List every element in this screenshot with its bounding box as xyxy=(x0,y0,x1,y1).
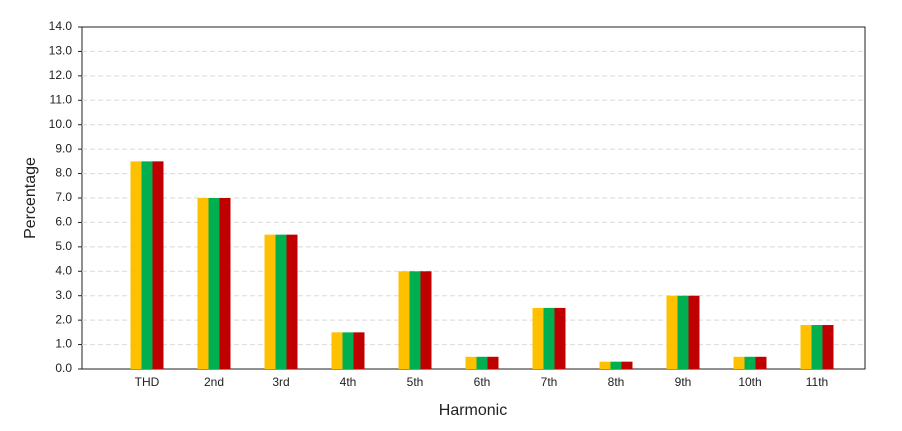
y-tick-label: 0.0 xyxy=(55,361,72,375)
bar xyxy=(476,356,488,369)
y-tick-label: 13.0 xyxy=(49,44,73,58)
bar xyxy=(264,234,276,369)
y-tick-label: 1.0 xyxy=(55,337,72,351)
bar xyxy=(532,307,544,369)
bar xyxy=(744,356,756,369)
bar xyxy=(554,307,566,369)
bar xyxy=(543,307,555,369)
bar xyxy=(219,198,231,369)
bar xyxy=(141,161,153,369)
y-tick-label: 8.0 xyxy=(55,166,72,180)
bar xyxy=(755,356,767,369)
bar xyxy=(286,234,298,369)
y-tick-label: 2.0 xyxy=(55,312,72,326)
bar xyxy=(331,332,343,369)
bar xyxy=(398,271,410,369)
bar xyxy=(409,271,421,369)
y-tick-label: 4.0 xyxy=(55,263,72,277)
x-tick-label: 2nd xyxy=(204,375,224,389)
bar xyxy=(420,271,432,369)
y-tick-label: 7.0 xyxy=(55,190,72,204)
bar xyxy=(130,161,142,369)
bar xyxy=(152,161,164,369)
y-tick-label: 6.0 xyxy=(55,215,72,229)
x-tick-label: 4th xyxy=(340,375,357,389)
bar xyxy=(800,325,812,369)
bar xyxy=(666,295,678,369)
y-tick-label: 9.0 xyxy=(55,141,72,155)
bar xyxy=(208,198,220,369)
x-tick-label: 5th xyxy=(407,375,424,389)
bar xyxy=(465,356,477,369)
bar xyxy=(275,234,287,369)
x-axis-label: Harmonic xyxy=(439,402,507,419)
y-tick-label: 12.0 xyxy=(49,68,73,82)
bar xyxy=(621,361,633,369)
bar xyxy=(733,356,745,369)
bar xyxy=(688,295,700,369)
bar xyxy=(822,325,834,369)
x-tick-label: THD xyxy=(135,375,160,389)
y-axis-label: Percentage xyxy=(22,157,39,239)
bar xyxy=(197,198,209,369)
x-tick-label: 10th xyxy=(738,375,761,389)
x-tick-label: 3rd xyxy=(272,375,289,389)
y-tick-label: 14.0 xyxy=(49,19,73,33)
bar xyxy=(677,295,689,369)
x-tick-label: 6th xyxy=(474,375,491,389)
bar xyxy=(599,361,611,369)
x-tick-label: 8th xyxy=(608,375,625,389)
x-tick-label: 11th xyxy=(806,375,828,389)
x-tick-label: 9th xyxy=(675,375,692,389)
y-tick-label: 5.0 xyxy=(55,239,72,253)
y-tick-label: 10.0 xyxy=(49,117,73,131)
bar xyxy=(811,325,823,369)
y-tick-label: 11.0 xyxy=(50,92,73,106)
y-tick-label: 3.0 xyxy=(55,288,72,302)
bar xyxy=(353,332,365,369)
bar xyxy=(610,361,622,369)
bar xyxy=(342,332,354,369)
x-tick-label: 7th xyxy=(541,375,558,389)
bar xyxy=(487,356,499,369)
